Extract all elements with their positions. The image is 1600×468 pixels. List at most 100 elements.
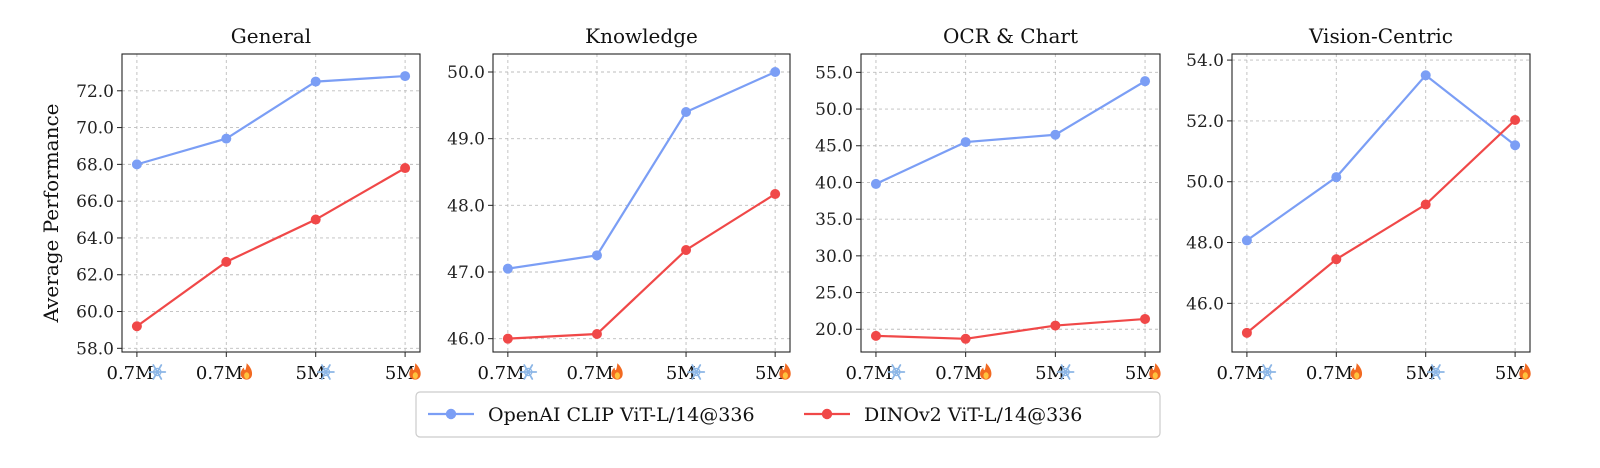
data-point-clip: [502, 263, 513, 274]
y-tick-label: 50.0: [447, 63, 485, 83]
plot-frame: [1231, 53, 1531, 353]
x-tick-label: 5M: [1495, 363, 1525, 384]
y-tick-label: 35.0: [815, 210, 853, 230]
series-line-clip: [1246, 73, 1516, 242]
data-point-dino: [221, 256, 232, 267]
x-tick-label: 5M: [385, 363, 415, 384]
x-tick-label: 0.7M: [567, 363, 614, 384]
snowflake-icon: [1427, 364, 1445, 380]
x-tick-label: 0.7M: [935, 363, 982, 384]
y-tick-label: 64.0: [76, 229, 114, 249]
x-tick-label: 5M: [1125, 363, 1155, 384]
data-point-clip: [1420, 70, 1431, 81]
fire-icon: [240, 363, 253, 380]
y-axis-label: Average Performance: [39, 103, 63, 323]
fire-icon: [1350, 363, 1363, 380]
data-point-clip: [131, 159, 142, 170]
plot-frame: [860, 53, 1161, 353]
snowflake-icon: [148, 364, 167, 380]
data-point-dino: [1331, 254, 1342, 265]
series-line-clip: [875, 80, 1146, 185]
panel-knowledge: Knowledge 46.0 47.0 48.0 49.0 50.0 0.7M 0.7M 5M 5…: [447, 24, 791, 384]
data-point-clip: [310, 76, 321, 87]
data-point-dino: [591, 329, 602, 339]
y-tick-label: 48.0: [1186, 234, 1224, 254]
y-tick-label: 66.0: [76, 192, 114, 212]
y-tick-label: 46.0: [1186, 294, 1224, 314]
panel-title: Vision-Centric: [1308, 24, 1453, 48]
data-point-dino: [131, 321, 142, 332]
fire-icon: [1519, 363, 1531, 380]
series-line-dino: [136, 167, 406, 328]
snowflake-icon: [1258, 364, 1277, 380]
panels: General 58.0 60.0 62.0 64.0 66.0 68.0 70.0 72.0 0…: [76, 24, 1531, 384]
y-tick-label: 30.0: [815, 247, 853, 267]
data-point-clip: [1140, 76, 1151, 87]
legend-marker-dino: [821, 408, 833, 420]
x-tick-label: 5M: [666, 363, 696, 384]
legend-label-clip: OpenAI CLIP ViT-L/14@336: [488, 404, 755, 426]
data-point-clip: [1050, 129, 1061, 140]
data-point-clip: [1510, 140, 1521, 151]
data-point-clip: [960, 137, 971, 148]
x-tick-label: 5M: [1035, 363, 1065, 384]
y-tick-label: 58.0: [76, 339, 114, 359]
fire-icon: [779, 363, 791, 380]
y-tick-label: 52.0: [1186, 112, 1224, 132]
y-tick-label: 55.0: [815, 63, 853, 83]
fire-icon: [409, 363, 421, 380]
y-tick-label: 25.0: [815, 284, 853, 304]
data-point-dino: [870, 330, 881, 341]
x-tick-label: 0.7M: [1217, 363, 1264, 384]
data-point-dino: [400, 163, 411, 174]
y-tick-label: 68.0: [76, 155, 114, 175]
data-point-dino: [1050, 320, 1061, 331]
x-tick-label: 0.7M: [107, 363, 154, 384]
data-point-clip: [770, 67, 781, 77]
data-point-dino: [1140, 313, 1151, 324]
panel-general: General 58.0 60.0 62.0 64.0 66.0 68.0 70.0 72.0 0…: [76, 24, 421, 384]
y-tick-label: 47.0: [447, 263, 485, 283]
y-tick-label: 45.0: [815, 137, 853, 157]
series-line-dino: [875, 317, 1146, 340]
y-tick-label: 54.0: [1186, 51, 1224, 71]
data-point-clip: [221, 133, 232, 144]
x-tick-label: 0.7M: [477, 363, 524, 384]
snowflake-icon: [316, 364, 335, 380]
plot-frame: [492, 53, 791, 353]
x-tick-label: 0.7M: [1306, 363, 1353, 384]
x-tick-label: 5M: [755, 363, 785, 384]
series-line-dino: [1246, 119, 1516, 334]
x-tick-label: 0.7M: [196, 363, 243, 384]
legend-marker-clip: [445, 408, 457, 420]
panel-vision-centric: Vision-Centric 46.0 48.0 50.0 52.0 54.0 0.7M 0.…: [1186, 24, 1531, 384]
snowflake-icon: [1056, 364, 1075, 380]
fire-icon: [1149, 363, 1161, 380]
data-point-clip: [1241, 235, 1252, 246]
data-point-dino: [1510, 114, 1521, 125]
data-point-clip: [591, 250, 602, 261]
y-tick-label: 50.0: [1186, 173, 1224, 193]
snowflake-icon: [519, 364, 538, 380]
y-tick-label: 60.0: [76, 303, 114, 323]
panel-title: Knowledge: [585, 24, 698, 48]
panel-title: General: [231, 24, 311, 48]
y-tick-label: 20.0: [815, 320, 853, 340]
data-point-clip: [870, 178, 881, 189]
y-tick-label: 62.0: [76, 266, 114, 286]
series-line-clip: [136, 74, 406, 166]
data-point-dino: [1420, 199, 1431, 210]
data-point-dino: [681, 245, 692, 255]
panel-title: OCR & Chart: [943, 24, 1078, 48]
series-line-dino: [507, 193, 776, 340]
data-point-dino: [1241, 327, 1252, 338]
snowflake-icon: [687, 364, 706, 380]
x-tick-label: 0.7M: [846, 363, 893, 384]
y-tick-label: 72.0: [76, 82, 114, 102]
y-tick-label: 40.0: [815, 173, 853, 193]
plot-frame: [121, 53, 421, 353]
fire-icon: [980, 363, 992, 380]
data-point-clip: [681, 107, 692, 117]
legend: OpenAI CLIP ViT-L/14@336 DINOv2 ViT-L/14…: [415, 391, 1161, 438]
